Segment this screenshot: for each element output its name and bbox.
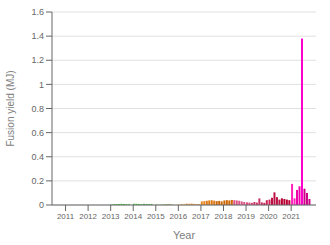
svg-text:2020: 2020 [260, 212, 278, 221]
svg-text:0.6: 0.6 [31, 128, 44, 138]
svg-text:1.6: 1.6 [31, 7, 44, 17]
svg-text:0.2: 0.2 [31, 176, 44, 186]
svg-text:0: 0 [39, 200, 44, 210]
svg-text:0.4: 0.4 [31, 152, 44, 162]
svg-text:2018: 2018 [215, 212, 233, 221]
svg-text:2019: 2019 [237, 212, 255, 221]
svg-text:1: 1 [39, 80, 44, 90]
svg-text:1.4: 1.4 [31, 31, 44, 41]
svg-text:2016: 2016 [169, 212, 187, 221]
svg-text:2015: 2015 [147, 212, 165, 221]
svg-text:2017: 2017 [192, 212, 210, 221]
svg-text:2013: 2013 [102, 212, 120, 221]
svg-text:1.2: 1.2 [31, 55, 44, 65]
svg-text:0.8: 0.8 [31, 104, 44, 114]
svg-text:2021: 2021 [282, 212, 300, 221]
svg-text:Fusion yield (MJ): Fusion yield (MJ) [8, 70, 16, 146]
svg-text:Year: Year [173, 229, 196, 241]
svg-text:2012: 2012 [79, 212, 97, 221]
svg-text:2014: 2014 [124, 212, 142, 221]
svg-text:2011: 2011 [57, 212, 75, 221]
